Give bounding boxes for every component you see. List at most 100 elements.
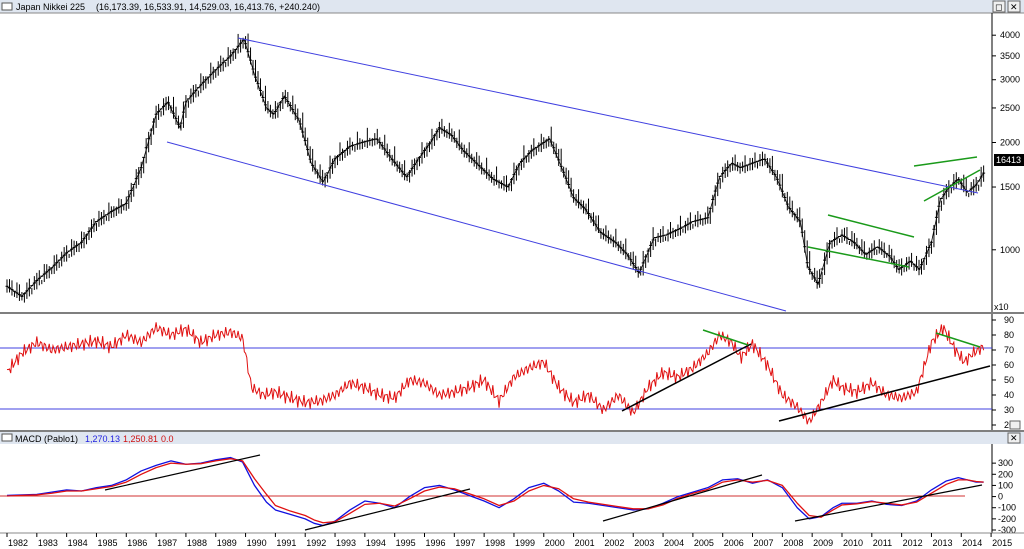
year-tick-label: 2011 [873, 538, 892, 548]
price-title-bar [0, 0, 1024, 13]
year-tick-label: 1998 [485, 538, 505, 548]
year-tick-label: 2013 [932, 538, 952, 548]
year-tick-label: 1989 [217, 538, 237, 548]
macd-value-3: 0.0 [161, 434, 174, 444]
rsi-divergence-line-1 [702, 329, 749, 346]
macd-line [6, 456, 984, 527]
macd-series [6, 456, 984, 527]
trend-annotations [166, 37, 981, 312]
price-tick-label: 2000 [1000, 137, 1020, 147]
year-tick-label: 2002 [604, 538, 624, 548]
price-ohlc: (16,173.39, 16,533.91, 14,529.03, 16,413… [96, 2, 320, 12]
price-tick-label: 2500 [1000, 103, 1020, 113]
year-tick-label: 1996 [425, 538, 445, 548]
rsi-divergence-line-2 [935, 332, 981, 348]
price-tick-label: 3500 [1000, 51, 1020, 61]
rsi-tick-label: 90 [1004, 315, 1014, 325]
restore-button[interactable] [992, 0, 1006, 13]
year-tick-label: 2010 [843, 538, 863, 548]
price-scale-note: x10 [994, 302, 1009, 312]
macd-value-2: 1,250.81 [123, 434, 158, 444]
rsi-pane: 90 80 70 60 50 40 30 20 [0, 314, 1024, 432]
rsi-tick-label: 70 [1004, 345, 1014, 355]
year-tick-label: 1987 [157, 538, 177, 548]
year-tick-label: 2000 [545, 538, 565, 548]
macd-window-icon [1, 433, 13, 442]
macd-value-1: 1,270.13 [85, 434, 120, 444]
macd-tick-label: 100 [998, 480, 1013, 490]
rsi-tick-label: 40 [1004, 390, 1014, 400]
chart-window-icon [1, 2, 13, 11]
flag-lower-line [807, 246, 910, 268]
year-tick-label: 1982 [8, 538, 28, 548]
rsi-tick-label: 20 [1004, 420, 1014, 430]
year-tick-label: 1995 [396, 538, 416, 548]
rsi-trend-line-1 [621, 343, 752, 412]
wedge-lower-line [923, 169, 981, 202]
price-tick-label: 1500 [1000, 182, 1020, 192]
macd-pane: MACD (Pablo1) 1,270.13 1,250.81 0.0 ✕ 30… [0, 432, 1024, 535]
year-tick-label: 2006 [724, 538, 744, 548]
macd-trend-line-3 [602, 474, 763, 522]
rsi-tick-label: 50 [1004, 375, 1014, 385]
channel-upper-line [237, 37, 979, 194]
close-button[interactable] [1007, 0, 1021, 13]
price-tick-label: 4000 [1000, 30, 1020, 40]
macd-close-button[interactable] [1007, 432, 1021, 444]
close-icon: ✕ [1010, 3, 1018, 13]
last-value-badge [994, 154, 1024, 166]
year-tick-label: 1983 [38, 538, 58, 548]
wedge-upper-line [913, 156, 978, 167]
year-tick-label: 1992 [306, 538, 326, 548]
price-series [5, 33, 986, 303]
rsi-tick-label: 80 [1004, 330, 1014, 340]
price-pane: Japan Nikkei 225 (16,173.39, 16,533.91, … [0, 0, 1024, 314]
macd-trend-line-4 [794, 484, 983, 522]
year-tick-label: 1994 [366, 538, 386, 548]
year-tick-label: 2005 [694, 538, 714, 548]
signal-line [6, 458, 984, 524]
rsi-series [6, 322, 985, 425]
year-tick-label: 1993 [336, 538, 356, 548]
restore-icon: ◻ [995, 3, 1002, 13]
channel-lower-line [166, 141, 787, 312]
price-tick-label: 3000 [1000, 75, 1020, 85]
year-tick-label: 2012 [903, 538, 923, 548]
rsi-trend-line-2 [778, 365, 991, 422]
year-tick-label: 2014 [962, 538, 982, 548]
macd-tick-label: -300 [998, 525, 1016, 535]
macd-trend-line-2 [304, 488, 471, 531]
year-tick-label: 2004 [664, 538, 684, 548]
price-close-line [6, 38, 984, 297]
macd-title: MACD (Pablo1) [15, 434, 78, 444]
year-tick-label: 1999 [515, 538, 535, 548]
rsi-pane-button[interactable] [1009, 420, 1021, 430]
rsi-line [6, 322, 985, 425]
macd-tick-label: -200 [998, 514, 1016, 524]
macd-tick-label: 200 [998, 469, 1013, 479]
year-tick-label: 1990 [247, 538, 267, 548]
year-tick-label: 2001 [575, 538, 595, 548]
year-tick-label: 1988 [187, 538, 207, 548]
year-tick-label: 2008 [783, 538, 803, 548]
year-tick-label: 1986 [127, 538, 147, 548]
macd-tick-label: -100 [998, 503, 1016, 513]
year-tick-label: 1984 [68, 538, 88, 548]
year-tick-label: 1997 [455, 538, 475, 548]
macd-tick-label: 0 [998, 492, 1003, 502]
price-title: Japan Nikkei 225 [16, 2, 85, 12]
year-tick-label: 1985 [97, 538, 117, 548]
time-axis: 1982 1983 1984 1985 1986 1987 1988 1989 1990 1991… [6, 533, 1012, 548]
year-tick-label: 1991 [276, 538, 296, 548]
macd-trend-line-1 [104, 454, 261, 491]
year-tick-label: 2015 [992, 538, 1012, 548]
rsi-tick-label: 60 [1004, 360, 1014, 370]
year-tick-label: 2009 [813, 538, 833, 548]
macd-title-bar [0, 432, 1024, 444]
year-tick-label: 2007 [754, 538, 774, 548]
macd-close-icon: ✕ [1010, 434, 1018, 444]
price-tick-label: 1000 [1000, 245, 1020, 255]
last-value-text: 16413 [996, 155, 1021, 165]
macd-tick-label: 300 [998, 458, 1013, 468]
